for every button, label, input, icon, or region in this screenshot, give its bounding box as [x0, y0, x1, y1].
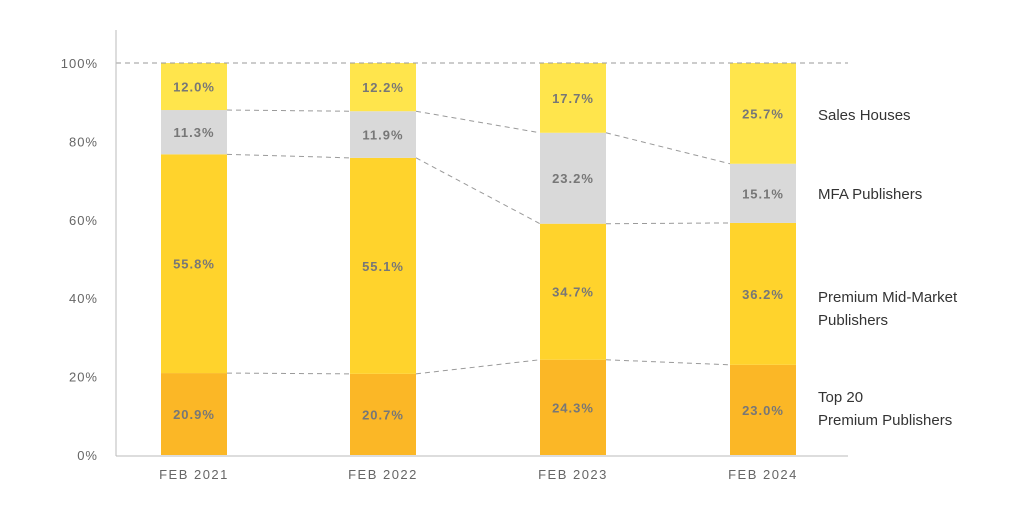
bars-group: 20.9% 55.8% 11.3% 12.0% 20.7% 55.1% 11.9% 12.2%…	[161, 63, 796, 455]
axes-group: 0% 20% 40% 60% 80% 100% FEB 2021 FEB 2022 FEB 20…	[61, 30, 848, 482]
connector-line	[415, 157, 541, 225]
connector-line	[226, 153, 351, 159]
bar-segment	[540, 132, 606, 224]
data-label: 20.7%	[362, 407, 404, 422]
data-label: 25.7%	[742, 106, 784, 121]
connector-line	[415, 359, 541, 375]
connector-line	[605, 132, 731, 165]
connector-line	[226, 372, 351, 375]
data-label: 17.7%	[552, 91, 594, 106]
data-label: 55.1%	[362, 259, 404, 274]
x-tick-label: FEB 2021	[159, 467, 229, 482]
y-tick-label: 0%	[77, 448, 98, 463]
bar-segment	[730, 364, 796, 455]
legend-label: Top 20 Premium Publishers	[818, 389, 952, 429]
legend-group: Sales Houses MFA Publishers Premium Mid-Ma…	[818, 107, 958, 429]
bar-segment	[540, 223, 606, 360]
data-label: 55.8%	[173, 257, 215, 272]
bar-segment	[350, 111, 416, 158]
y-tick-label: 40%	[69, 291, 98, 306]
bar-segment	[350, 63, 416, 112]
bar-segment	[161, 154, 227, 374]
legend-label: Sales Houses	[818, 107, 911, 124]
data-label: 20.9%	[173, 407, 215, 422]
connector-line	[605, 222, 731, 225]
y-tick-label: 80%	[69, 134, 98, 149]
bar-segment	[730, 222, 796, 365]
bar-segment	[350, 373, 416, 455]
y-tick-label: 20%	[69, 370, 98, 385]
bar-segment	[540, 359, 606, 455]
connector-line	[605, 359, 731, 366]
y-tick-label: 60%	[69, 213, 98, 228]
data-label: 12.2%	[362, 80, 404, 95]
bar-segment	[161, 110, 227, 155]
connector-lines	[226, 109, 731, 375]
legend-label: MFA Publishers	[818, 186, 922, 203]
data-label: 15.1%	[742, 186, 784, 201]
data-label: 12.0%	[173, 80, 215, 95]
bar-segment	[161, 63, 227, 111]
legend-label: Premium Mid-Market Publishers	[818, 289, 958, 329]
data-label: 23.0%	[742, 403, 784, 418]
x-tick-label: FEB 2023	[538, 467, 608, 482]
data-label: 23.2%	[552, 171, 594, 186]
bar-segment	[350, 157, 416, 374]
bar-segment	[540, 63, 606, 133]
data-label: 24.3%	[552, 400, 594, 415]
data-label: 11.9%	[362, 128, 403, 143]
bar-segment	[161, 373, 227, 455]
bar-segment	[730, 163, 796, 223]
bar-segment	[730, 63, 796, 164]
x-tick-label: FEB 2024	[728, 467, 798, 482]
connector-line	[415, 110, 541, 134]
y-tick-label: 100%	[61, 56, 98, 71]
data-label: 34.7%	[552, 285, 594, 300]
data-label: 11.3%	[173, 125, 214, 140]
connector-line	[226, 109, 351, 112]
x-tick-label: FEB 2022	[348, 467, 418, 482]
data-label: 36.2%	[742, 287, 784, 302]
